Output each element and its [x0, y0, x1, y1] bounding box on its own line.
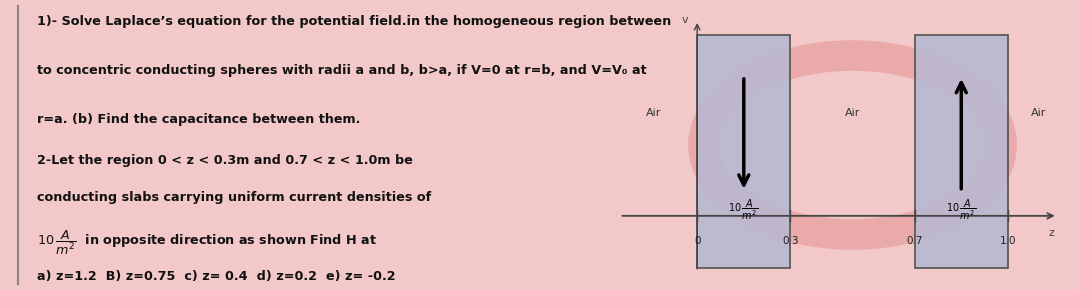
Text: Air: Air — [845, 108, 861, 118]
Text: to concentric conducting spheres with radii a and b, b>a, if V=0 at r=b, and V=V: to concentric conducting spheres with ra… — [37, 64, 646, 77]
Bar — [698, 35, 791, 268]
Bar — [915, 35, 1008, 268]
Text: r=a. (b) Find the capacitance between them.: r=a. (b) Find the capacitance between th… — [37, 113, 360, 126]
Text: 0.3: 0.3 — [782, 236, 798, 246]
Text: 0: 0 — [694, 236, 701, 246]
Text: 1)- Solve Laplace’s equation for the potential field.in the homogeneous region b: 1)- Solve Laplace’s equation for the pot… — [37, 14, 671, 28]
Text: $10\,\dfrac{A}{m^2}$: $10\,\dfrac{A}{m^2}$ — [946, 197, 976, 222]
Text: Air: Air — [646, 108, 661, 118]
Text: $10\,\dfrac{A}{m^2}$  in opposite direction as shown Find H at: $10\,\dfrac{A}{m^2}$ in opposite directi… — [37, 229, 377, 257]
Text: 0.7: 0.7 — [906, 236, 923, 246]
Text: z: z — [1049, 228, 1054, 238]
Text: 1.0: 1.0 — [1000, 236, 1016, 246]
Text: 2-Let the region 0 < z < 0.3m and 0.7 < z < 1.0m be: 2-Let the region 0 < z < 0.3m and 0.7 < … — [37, 154, 413, 167]
Text: v: v — [681, 15, 688, 25]
Text: conducting slabs carrying uniform current densities of: conducting slabs carrying uniform curren… — [37, 191, 431, 204]
Text: Air: Air — [1031, 108, 1047, 118]
Text: a) z=1.2  B) z=0.75  c) z= 0.4  d) z=0.2  e) z= -0.2: a) z=1.2 B) z=0.75 c) z= 0.4 d) z=0.2 e)… — [37, 270, 395, 283]
Text: $10\,\dfrac{A}{m^2}$: $10\,\dfrac{A}{m^2}$ — [729, 197, 759, 222]
